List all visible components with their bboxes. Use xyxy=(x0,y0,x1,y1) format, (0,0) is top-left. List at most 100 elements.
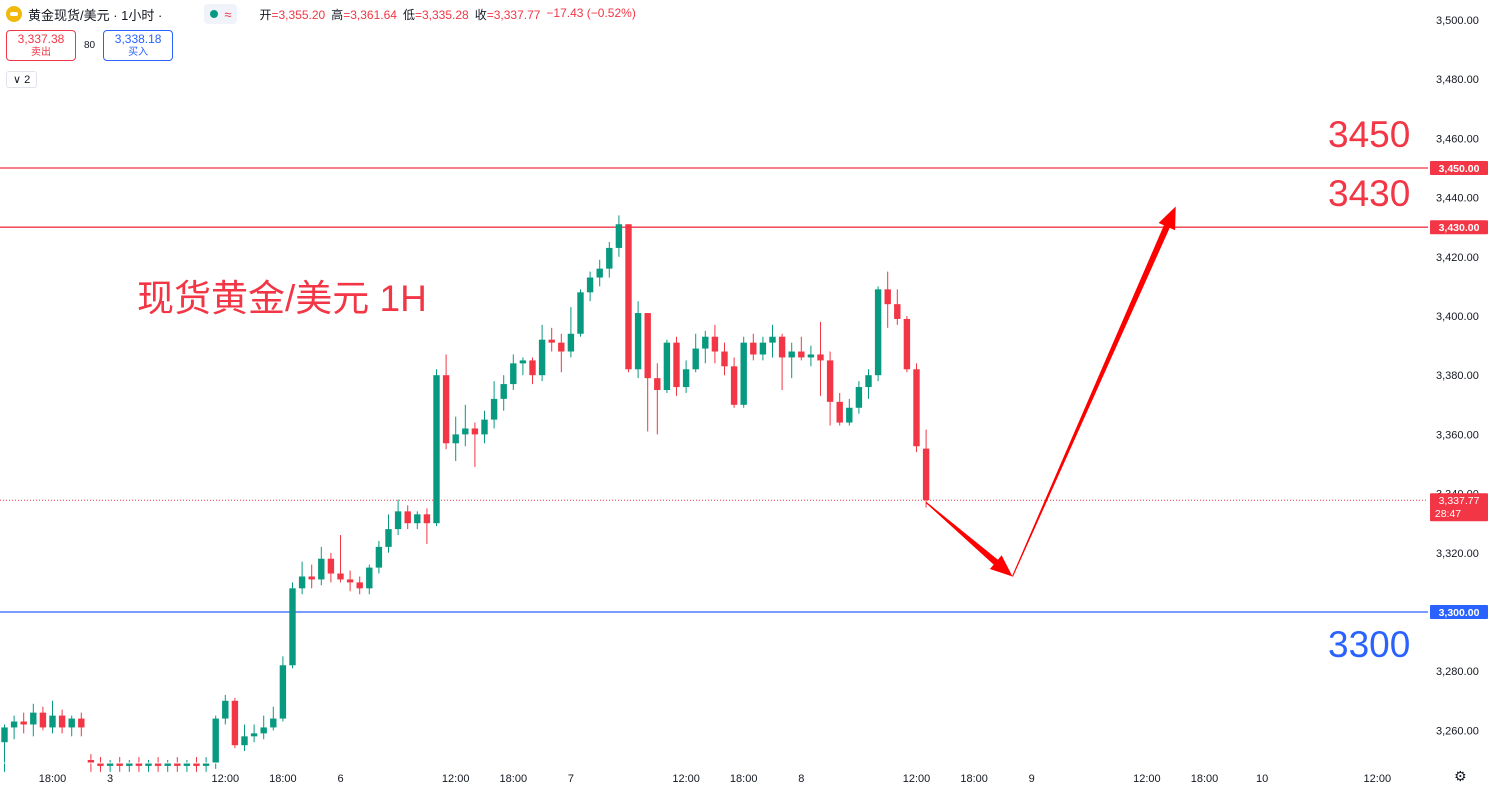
ohlc-low: 低=3,335.28 xyxy=(402,7,469,22)
candle-body xyxy=(270,718,277,728)
level-tag xyxy=(1430,161,1488,175)
last-price-label: 3,337.77 xyxy=(1439,495,1480,507)
candle-body xyxy=(922,448,930,501)
candle-body xyxy=(68,718,75,728)
buy-button[interactable]: 3,338.18 买入 xyxy=(103,30,174,61)
price-tick-label: 3,440.00 xyxy=(1436,193,1479,205)
time-tick-label: 12:00 xyxy=(903,773,931,785)
time-tick-label: 7 xyxy=(568,773,574,785)
candle-body xyxy=(97,762,104,766)
candle-body xyxy=(250,733,258,737)
candle-body xyxy=(222,700,229,719)
time-axis[interactable]: 18:00 3 12:00 18:00 6 12:00 18:00 7 12:00 18:00 8 1… xyxy=(0,762,1491,785)
candle-body xyxy=(529,360,536,376)
candle-body xyxy=(327,558,335,574)
candle-body xyxy=(577,292,584,334)
candle-body xyxy=(298,576,306,589)
candle-body xyxy=(865,375,872,388)
ohlc-high: 高=3,361.64 xyxy=(331,7,397,22)
candle-body xyxy=(519,360,527,364)
price-tick-label: 3,280.00 xyxy=(1436,666,1479,678)
time-tick-label: 18:00 xyxy=(39,773,67,785)
candle-body xyxy=(202,762,210,766)
candle-body xyxy=(702,336,709,349)
candle-body xyxy=(855,387,863,408)
candle-body xyxy=(231,700,239,746)
candles-layer xyxy=(1,215,930,772)
candle-body xyxy=(730,366,738,405)
candle-body xyxy=(433,375,440,524)
candle-body xyxy=(586,277,594,293)
candle-body xyxy=(346,579,354,583)
candle-body xyxy=(193,762,200,766)
candle-body xyxy=(750,342,757,355)
candle-body xyxy=(807,354,815,358)
sell-button[interactable]: 3,337.38 卖出 xyxy=(6,30,76,61)
time-tick-label: 10 xyxy=(1256,773,1268,785)
time-tick-label: 18:00 xyxy=(960,773,988,785)
candle-body xyxy=(625,224,632,370)
label-3300: 3300 xyxy=(1328,624,1411,665)
market-status-button[interactable]: ≈ xyxy=(204,4,238,24)
price-tick-label: 3,260.00 xyxy=(1436,725,1479,737)
candle-body xyxy=(318,558,325,580)
candle-body xyxy=(682,369,690,388)
gold-logo-icon xyxy=(6,6,22,22)
chart-header: 黄金现货/美元 · 1小时 · ≈ 开=3,355.20 高=3,361.64 … xyxy=(6,4,636,24)
candle-body xyxy=(692,348,699,370)
candle-body xyxy=(385,529,392,547)
candle-body xyxy=(644,313,651,379)
candle-body xyxy=(481,419,488,435)
candle-body xyxy=(673,342,680,388)
time-tick-label: 12:00 xyxy=(212,773,240,785)
settings-gear-icon[interactable]: ⚙ xyxy=(1454,768,1467,784)
candle-body xyxy=(903,318,911,370)
buy-label: 买入 xyxy=(128,47,149,58)
horizontal-levels xyxy=(0,167,1428,613)
candle-body xyxy=(596,268,603,278)
candle-body xyxy=(241,736,248,746)
candle-body xyxy=(183,762,191,766)
symbol-title[interactable]: 黄金现货/美元 · 1小时 · xyxy=(28,7,163,23)
indicator-toggle[interactable]: ∨ 2 xyxy=(6,71,38,88)
price-tick-label: 3,360.00 xyxy=(1436,429,1479,441)
candle-body xyxy=(58,715,66,728)
price-axis[interactable]: 3,500.00 3,480.00 3,460.00 3,440.00 3,420.00… xyxy=(1428,0,1491,791)
candle-body xyxy=(769,336,776,343)
sell-label: 卖出 xyxy=(31,47,51,58)
ohlc-open: 开=3,355.20 xyxy=(259,7,326,22)
candle-body xyxy=(500,384,507,399)
candle-body xyxy=(874,289,882,376)
time-tick-label: 18:00 xyxy=(730,773,758,785)
candle-body xyxy=(1,727,8,743)
candle-body xyxy=(366,567,373,589)
countdown-label: 28:47 xyxy=(1435,508,1461,520)
candle-body xyxy=(10,721,18,728)
candle-body xyxy=(106,762,114,766)
sell-price: 3,337.38 xyxy=(17,32,65,46)
candle-body xyxy=(634,313,642,370)
candle-body xyxy=(826,360,834,402)
price-tick-label: 3,420.00 xyxy=(1436,252,1479,264)
candle-body xyxy=(20,721,27,725)
ohlc-change: −17.43 (−0.52%) xyxy=(546,5,636,20)
wave-icon: ≈ xyxy=(224,6,232,22)
candle-body xyxy=(39,712,47,728)
candle-body xyxy=(462,428,469,435)
candle-body xyxy=(414,514,421,524)
candle-body xyxy=(30,712,37,725)
label-3450: 3450 xyxy=(1328,114,1411,155)
time-tick-label: 12:00 xyxy=(1133,773,1161,785)
candle-body xyxy=(260,727,267,734)
candle-body xyxy=(126,762,133,766)
time-tick-label: 18:00 xyxy=(500,773,528,785)
chart-annotation-title: 现货黄金/美元 1H xyxy=(137,278,427,319)
candle-body xyxy=(548,339,555,343)
candle-body xyxy=(116,762,123,766)
candle-body xyxy=(442,375,450,444)
candle-body xyxy=(394,511,402,530)
time-tick-label: 18:00 xyxy=(269,773,297,785)
candle-body xyxy=(884,289,891,305)
projection-arrow xyxy=(925,502,1013,577)
